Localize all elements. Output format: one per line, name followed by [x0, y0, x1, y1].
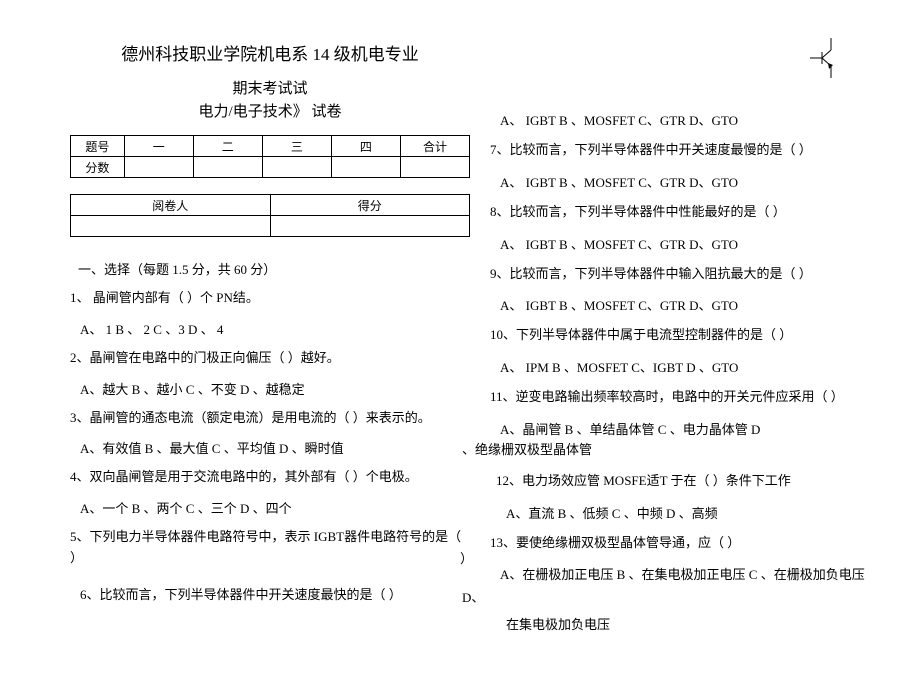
q6: 6、比较而言，下列半导体器件中开关速度最快的是（ ）	[70, 585, 470, 606]
q11: 11、逆变电路输出频率较高时，电路中的开关元件应采用（ ）	[490, 387, 870, 408]
score-col-3: 三	[262, 136, 331, 157]
score-table: 题号 一 二 三 四 合计 分数	[70, 135, 470, 178]
marker-col-2: 得分	[270, 195, 470, 216]
q7: 7、比较而言，下列半导体器件中开关速度最慢的是（ ）	[490, 140, 870, 161]
marker-table: 阅卷人 得分	[70, 194, 470, 237]
q8: 8、比较而言，下列半导体器件中性能最好的是（ ）	[490, 202, 870, 223]
score-col-1: 一	[124, 136, 193, 157]
header-line2: 期末考试试	[70, 77, 470, 98]
marker-cell	[71, 216, 271, 237]
q13-options-2: 在集电极加负电压	[490, 614, 870, 633]
score-cell	[124, 157, 193, 178]
q8-options: A、 IGBT B 、MOSFET C、GTR D、GTO	[490, 234, 870, 253]
q13: 13、要使绝缘栅双极型晶体管导通，应（ ）	[490, 533, 870, 554]
q11-options: A、晶闸管 B 、单结晶体管 C 、电力晶体管 D	[490, 419, 870, 438]
stray-paren: ）	[460, 548, 473, 567]
left-column: 德州科技职业学院机电系 14 级机电专业 期末考试试 电力/电子技术》 试卷 题…	[70, 40, 470, 644]
score-cell	[262, 157, 331, 178]
marker-cell	[270, 216, 470, 237]
header-line3: 电力/电子技术》 试卷	[70, 100, 470, 121]
q10: 10、下列半导体器件中属于电流型控制器件的是（ ）	[490, 325, 870, 346]
score-col-total: 合计	[400, 136, 469, 157]
q11-options-2: 、绝缘栅双极型晶体管	[462, 440, 870, 461]
q12: 12、电力场效应管 MOSFE适T 于在（ ）条件下工作	[490, 471, 870, 492]
q3: 3、晶闸管的通态电流（额定电流）是用电流的（ ）来表示的。	[70, 408, 470, 429]
q9-options: A、 IGBT B 、MOSFET C、GTR D、GTO	[490, 295, 870, 314]
score-cell	[400, 157, 469, 178]
score-row-score: 分数	[71, 157, 125, 178]
q6-options: A、 IGBT B 、MOSFET C、GTR D、GTO	[490, 110, 870, 129]
score-cell	[193, 157, 262, 178]
q10-options: A、 IPM B 、MOSFET C、IGBT D 、GTO	[490, 357, 870, 376]
q4-options: A、一个 B 、两个 C 、三个 D 、四个	[70, 498, 470, 517]
q13-options: A、在栅极加正电压 B 、在集电极加正电压 C 、在栅极加负电压	[490, 564, 870, 583]
header-line1: 德州科技职业学院机电系 14 级机电专业	[70, 40, 470, 65]
score-row-header: 题号	[71, 136, 125, 157]
q9: 9、比较而言，下列半导体器件中输入阻抗最大的是（ ）	[490, 264, 870, 285]
q2-options: A、越大 B 、越小 C 、不变 D 、越稳定	[70, 379, 470, 398]
q2: 2、晶闸管在电路中的门极正向偏压（ ）越好。	[70, 348, 470, 369]
marker-col-1: 阅卷人	[71, 195, 271, 216]
q5: 5、下列电力半导体器件电路符号中，表示 IGBT器件电路符号的是（ ）	[70, 527, 470, 569]
right-column: A、 IGBT B 、MOSFET C、GTR D、GTO 7、比较而言，下列半…	[490, 40, 870, 644]
q1-options: A、 1 B 、 2 C 、3 D 、 4	[70, 319, 470, 338]
q7-options: A、 IGBT B 、MOSFET C、GTR D、GTO	[490, 172, 870, 191]
q12-options: A、直流 B 、低频 C 、中频 D 、高频	[490, 503, 870, 522]
transistor-symbol-icon	[810, 38, 844, 82]
score-cell	[331, 157, 400, 178]
score-col-2: 二	[193, 136, 262, 157]
q13-d-label: D、	[462, 587, 870, 606]
q3-options: A、有效值 B 、最大值 C 、平均值 D 、瞬时值	[70, 438, 470, 457]
section1-title: 一、选择（每题 1.5 分，共 60 分）	[78, 259, 470, 278]
q1: 1、 晶闸管内部有（ ）个 PN结。	[70, 288, 470, 309]
score-col-4: 四	[331, 136, 400, 157]
q4: 4、双向晶闸管是用于交流电路中的，其外部有（ ）个电极。	[70, 467, 470, 488]
